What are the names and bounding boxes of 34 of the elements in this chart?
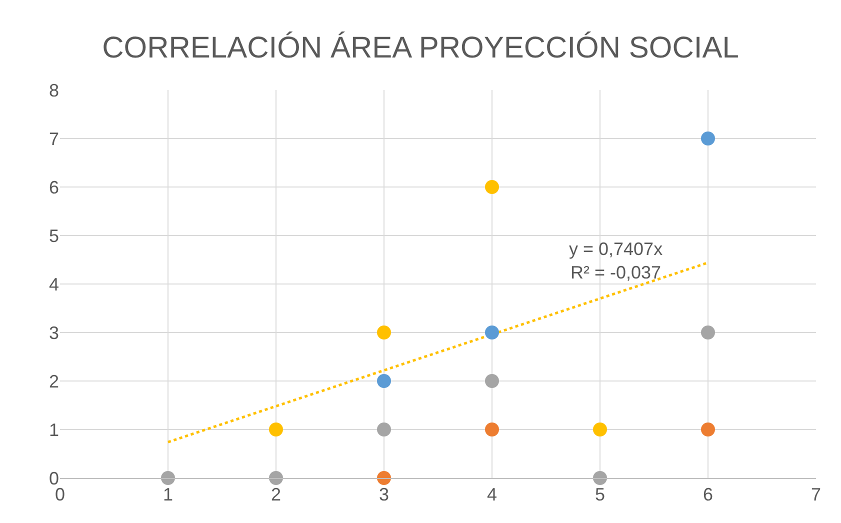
point [485,422,499,436]
chart-title: CORRELACIÓN ÁREA PROYECCIÓN SOCIAL [102,30,739,65]
x-tick-label: 2 [270,484,282,505]
x-tick-label: 1 [162,484,174,505]
y-tick-label: 5 [48,226,59,246]
point [377,471,391,485]
x-tick-label: 5 [594,484,606,505]
y-tick-label: 4 [48,274,59,294]
x-tick-label: 3 [378,484,390,505]
point [485,180,499,194]
y-tick-label: 8 [48,80,59,100]
annotation: y = 0,7407x R² = -0,037 [569,239,663,282]
y-tick-label: 7 [48,128,59,149]
y-tick-label: 2 [48,371,59,392]
point [377,422,391,436]
point [701,326,715,340]
x-tick-label: 4 [486,484,498,505]
x-tick-label: 7 [810,484,822,505]
y-tick-label: 0 [48,468,59,488]
y-tick-label: 1 [48,420,59,440]
point [701,132,715,146]
point [161,471,175,485]
y-tick-label: 6 [48,177,59,198]
x-tick-label: 6 [702,484,714,505]
point [593,471,607,485]
point [269,471,283,485]
point [485,374,499,388]
point [269,422,283,436]
point [485,326,499,340]
y-tick-label: 3 [48,322,59,343]
point [377,374,391,388]
point [593,422,607,436]
point [377,326,391,340]
point [701,422,715,436]
